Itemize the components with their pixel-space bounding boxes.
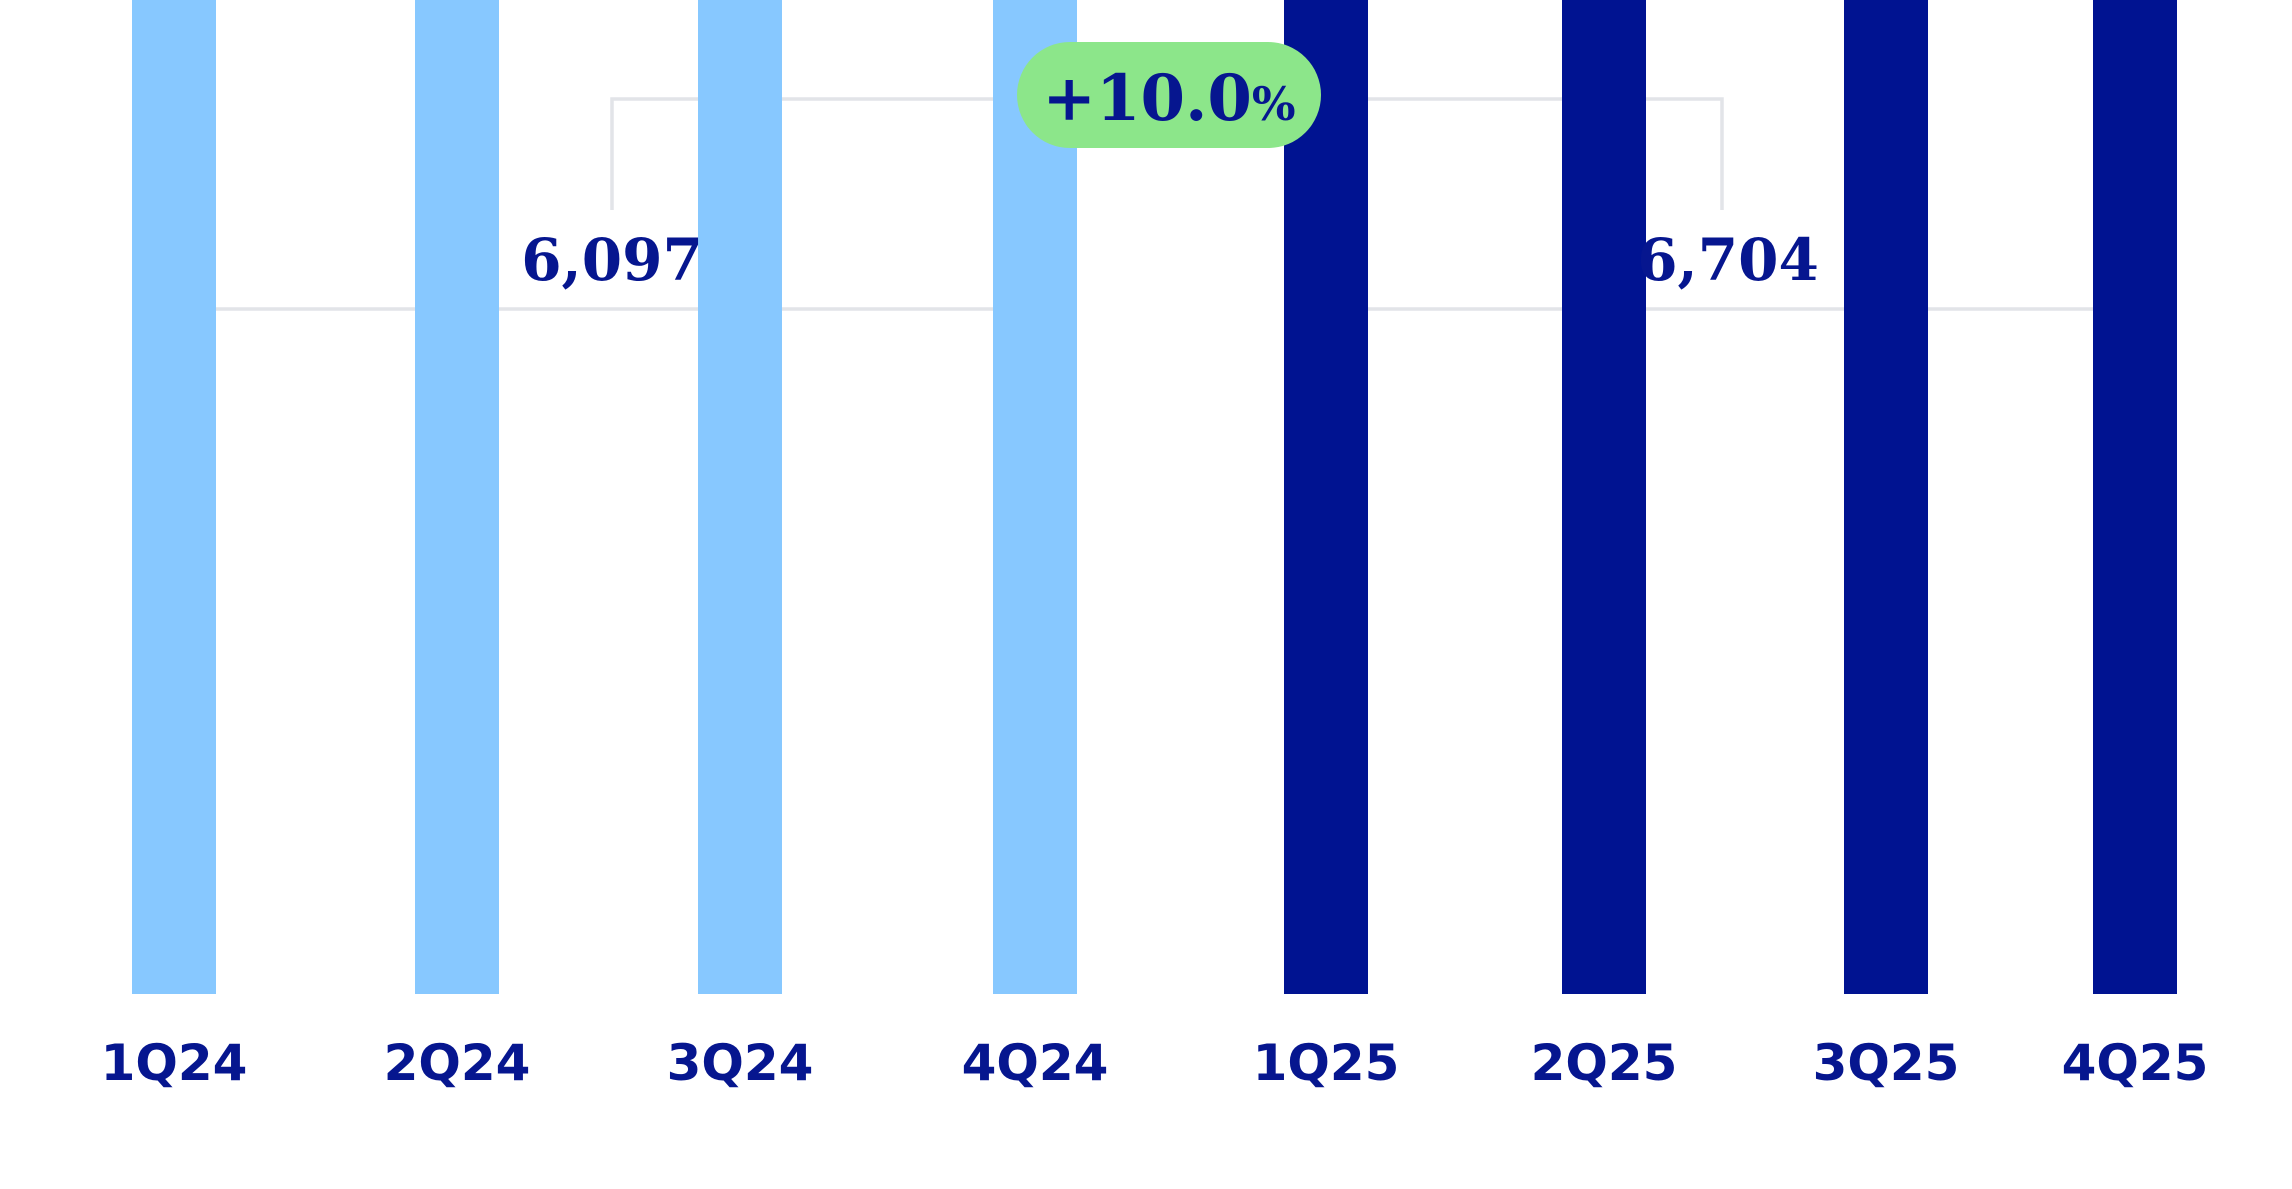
bar-2q24 — [415, 0, 499, 994]
category-label-2q25: 2Q25 — [1531, 1034, 1678, 1092]
category-label-4q25: 4Q25 — [2062, 1034, 2209, 1092]
bars — [132, 0, 2177, 994]
group-total-2024: 6,097 — [521, 226, 703, 294]
bar-1q25 — [1284, 0, 1368, 994]
change-unit: % — [1252, 77, 1296, 131]
category-label-3q24: 3Q24 — [667, 1034, 814, 1092]
change-badge: +10.0% — [1017, 42, 1321, 148]
change-badge-label: +10.0% — [1042, 61, 1295, 136]
category-label-2q24: 2Q24 — [384, 1034, 531, 1092]
bar-1q24 — [132, 0, 216, 994]
category-labels: 1Q24 2Q24 3Q24 4Q24 1Q25 2Q25 3Q25 4Q25 — [101, 1034, 2209, 1092]
category-label-1q24: 1Q24 — [101, 1034, 248, 1092]
change-value: +10.0 — [1042, 61, 1252, 136]
group-total-2025: 6,704 — [1637, 226, 1819, 294]
change-badge-background — [1017, 42, 1321, 148]
change-bracket-right — [1316, 97, 1724, 210]
bar-2q25 — [1562, 0, 1646, 994]
group-bracket-2025 — [1316, 307, 2127, 364]
bar-3q24 — [698, 0, 782, 994]
category-label-3q25: 3Q25 — [1813, 1034, 1960, 1092]
bar-3q25 — [1844, 0, 1928, 994]
group-bracket-2024 — [178, 307, 1047, 364]
change-bracket-left — [610, 97, 1022, 210]
category-label-4q24: 4Q24 — [962, 1034, 1109, 1092]
category-label-1q25: 1Q25 — [1253, 1034, 1400, 1092]
bar-4q24 — [993, 0, 1077, 994]
bar-4q25 — [2093, 0, 2177, 994]
